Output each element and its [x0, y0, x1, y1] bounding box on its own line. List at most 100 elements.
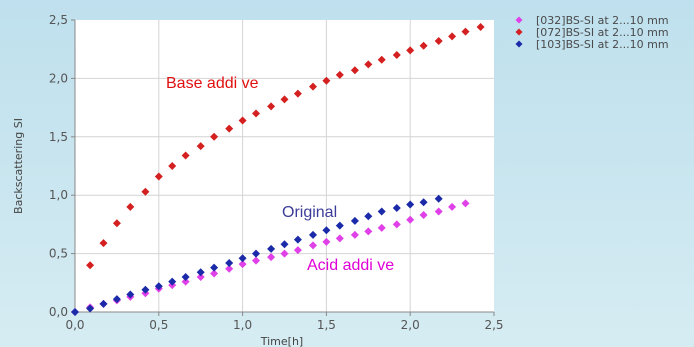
series-2-point [308, 82, 317, 91]
series-2-point [210, 132, 219, 141]
series-3-point [406, 200, 415, 209]
series-3-point [434, 194, 443, 203]
legend: [032]BS-SI at 2...10 mm[072]BS-SI at 2..… [515, 14, 669, 51]
series-1-point [181, 277, 190, 286]
series-3-point [392, 204, 401, 213]
series-3-point [112, 295, 121, 304]
series-1-point [392, 220, 401, 229]
series-3-point [377, 207, 386, 216]
series-1-point [406, 215, 415, 224]
series-1-point [293, 246, 302, 255]
series-3-point [293, 235, 302, 244]
series-1-point [350, 230, 359, 239]
legend-label: [072]BS-SI at 2...10 mm [536, 26, 669, 39]
series-3-point [168, 277, 177, 286]
series-2-point [377, 55, 386, 64]
annotation-label: Original [282, 204, 337, 221]
series-2-point [99, 239, 108, 248]
series-2-point [350, 66, 359, 75]
legend-marker [515, 16, 523, 24]
x-tick-label: 0,5 [149, 318, 168, 332]
x-tick-label: 2,5 [484, 318, 503, 332]
y-tick-label: 1,0 [49, 188, 68, 202]
axes [71, 19, 495, 316]
series-1-point [210, 269, 219, 278]
series-2-point [225, 124, 234, 133]
series-1-point [335, 234, 344, 243]
series-1-point [196, 272, 205, 281]
y-tick-label: 1,5 [49, 130, 68, 144]
y-axis-title: Backscattering SI [12, 118, 25, 214]
series-1-point [419, 211, 428, 220]
series-2-point [238, 116, 247, 125]
annotation-label: Base addi ve [166, 75, 259, 92]
series-2-point [419, 41, 428, 50]
x-axis-title: Time[h] [260, 335, 303, 347]
series-3-point [154, 282, 163, 291]
series-1-point [238, 260, 247, 269]
series-3-point [364, 212, 373, 221]
series-3-point [181, 272, 190, 281]
series-2-point [181, 151, 190, 160]
series-3-point [86, 304, 95, 313]
series-3-point [238, 254, 247, 263]
series-2-point [267, 102, 276, 111]
x-tick-label: 1,5 [317, 318, 336, 332]
x-tick-label: 2,0 [401, 318, 420, 332]
series-2-point [364, 60, 373, 69]
series-2-point [112, 219, 121, 228]
x-tick-label: 1,0 [233, 318, 252, 332]
series-1-point [267, 253, 276, 262]
data-points [71, 23, 485, 316]
series-1-point [364, 227, 373, 236]
series-1-point [377, 223, 386, 232]
series-2-point [293, 89, 302, 98]
series-2-point [335, 70, 344, 79]
annotations: Base addi ve Original Acid addi ve [166, 75, 394, 274]
series-2-point [322, 76, 331, 85]
legend-label: [103]BS-SI at 2...10 mm [536, 38, 669, 51]
series-1-point [308, 241, 317, 250]
series-3-point [196, 268, 205, 277]
x-tick-labels: 0,0 0,5 1,0 1,5 2,0 2,5 [65, 318, 503, 332]
x-tick-label: 0,0 [65, 318, 84, 332]
series-1-point [225, 264, 234, 273]
plot-area [75, 20, 494, 312]
series-2-point [448, 32, 457, 41]
series-1-point [322, 237, 331, 246]
series-3-point [210, 263, 219, 272]
series-2-point [406, 46, 415, 55]
series-1-point [448, 202, 457, 211]
series-2-point [154, 172, 163, 181]
series-1-point [461, 199, 470, 208]
y-tick-label: 0,5 [49, 247, 68, 261]
y-tick-label: 2,0 [49, 71, 68, 85]
series-3-point [335, 221, 344, 230]
series-2-point [476, 23, 485, 32]
series-3-point [71, 308, 79, 316]
series-2-point [434, 37, 443, 46]
series-2-point [392, 51, 401, 60]
series-2-point [461, 27, 470, 36]
series-2-point [168, 162, 177, 170]
y-tick-label: 2,5 [49, 13, 68, 27]
legend-marker [515, 40, 523, 48]
series-3-point [99, 299, 108, 308]
series-3-point [141, 285, 150, 294]
annotation-label: Acid addi ve [307, 257, 394, 274]
series-2-point [86, 261, 95, 270]
series-1-point [252, 256, 261, 265]
series-3-point [322, 226, 331, 235]
legend-marker [515, 28, 523, 36]
series-3-point [126, 290, 135, 299]
series-3-point [419, 198, 428, 207]
series-2-point [252, 109, 261, 118]
series-2-point [280, 95, 289, 104]
series-2-point [126, 202, 135, 211]
series-3-point [308, 230, 317, 239]
series-1-point [280, 249, 289, 258]
y-tick-labels: 0,0 0,5 1,0 1,5 2,0 2,5 [49, 13, 68, 319]
series-1-point [434, 207, 443, 216]
series-3-point [350, 216, 359, 225]
